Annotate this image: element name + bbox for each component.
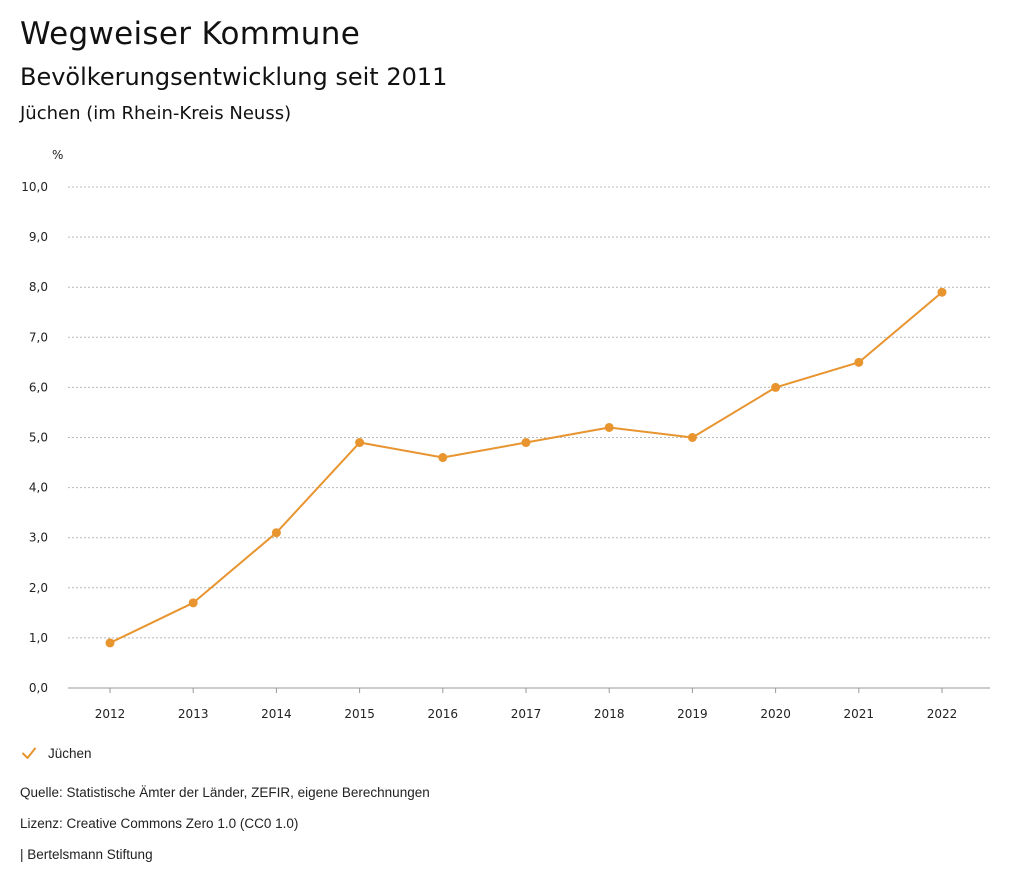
data-point bbox=[687, 433, 697, 442]
y-tick-label: 4,0 bbox=[29, 481, 48, 495]
x-tick-label: 2012 bbox=[95, 707, 126, 721]
data-point bbox=[271, 528, 281, 538]
y-tick-label: 6,0 bbox=[29, 380, 48, 394]
license-note: Lizenz: Creative Commons Zero 1.0 (CC0 1… bbox=[20, 816, 299, 831]
region-label: Jüchen (im Rhein-Kreis Neuss) bbox=[20, 103, 292, 124]
x-tick-label: 2016 bbox=[428, 707, 459, 721]
series-line-jüchen bbox=[109, 291, 943, 644]
source-note: Quelle: Statistische Ämter der Länder, Z… bbox=[20, 785, 430, 800]
chart-subtitle: Bevölkerungsentwicklung seit 2011 bbox=[20, 63, 448, 91]
y-axis-unit-label: % bbox=[52, 148, 63, 162]
x-tick-label: 2014 bbox=[261, 707, 292, 721]
y-tick-label: 9,0 bbox=[29, 230, 48, 244]
y-tick-label: 3,0 bbox=[29, 531, 48, 545]
legend-label: Jüchen bbox=[48, 745, 92, 761]
page-title: Wegweiser Kommune bbox=[20, 16, 361, 52]
legend[interactable]: Jüchen bbox=[20, 744, 92, 762]
y-tick-label: 5,0 bbox=[29, 431, 48, 445]
data-point bbox=[438, 453, 448, 463]
data-point bbox=[771, 382, 781, 392]
y-tick-label: 8,0 bbox=[29, 280, 48, 294]
data-point bbox=[521, 438, 531, 448]
data-point bbox=[188, 598, 198, 608]
y-tick-label: 1,0 bbox=[29, 631, 48, 645]
x-tick-label: 2021 bbox=[844, 707, 875, 721]
x-tick-label: 2013 bbox=[178, 707, 209, 721]
checkmark-icon bbox=[22, 747, 36, 759]
y-tick-label: 7,0 bbox=[29, 330, 48, 344]
publisher-note: | Bertelsmann Stiftung bbox=[20, 847, 153, 862]
x-tick-label: 2018 bbox=[594, 707, 625, 721]
y-tick-label: 10,0 bbox=[21, 180, 48, 194]
line-chart: % 0,0 1,0 2,0 3,0 4,0 5,0 6,0 7,0 8,0 9,0 10,0 2012 2… bbox=[21, 148, 990, 721]
x-tick-label: 2019 bbox=[677, 707, 708, 721]
data-point bbox=[355, 438, 365, 448]
x-tick-label: 2022 bbox=[927, 707, 958, 721]
x-tick-label: 2015 bbox=[344, 707, 375, 721]
data-point bbox=[105, 638, 115, 648]
data-point bbox=[604, 422, 614, 432]
data-point bbox=[854, 357, 864, 367]
y-tick-label: 0,0 bbox=[29, 681, 48, 695]
data-point bbox=[937, 287, 947, 297]
x-tick-label: 2020 bbox=[760, 707, 791, 721]
x-tick-label: 2017 bbox=[511, 707, 542, 721]
y-tick-label: 2,0 bbox=[29, 581, 48, 595]
